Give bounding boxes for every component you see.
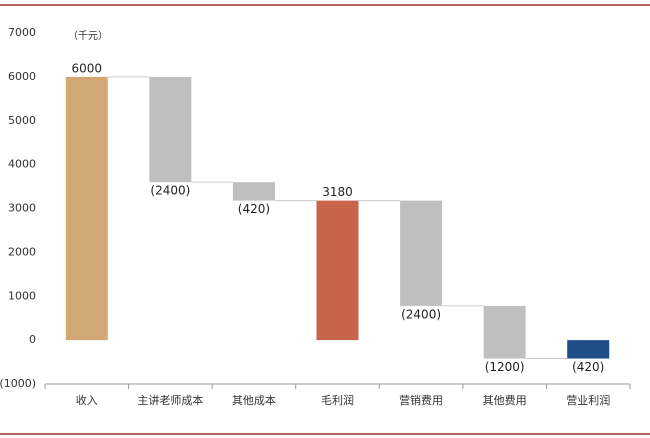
y-tick-label: 2000	[8, 245, 36, 258]
x-tick-label: 其他费用	[483, 394, 527, 407]
y-tick-label: 6000	[8, 70, 36, 83]
bar	[483, 305, 526, 359]
x-tick-label: 收入	[76, 393, 98, 407]
value-label: (1200)	[485, 360, 525, 374]
bar	[232, 182, 275, 201]
bar	[149, 76, 192, 183]
x-tick-label: 毛利润	[321, 393, 354, 407]
y-tick-label: 1000	[8, 289, 36, 302]
bar	[400, 200, 443, 306]
value-label: (420)	[572, 360, 604, 374]
y-tick-label: 0	[29, 333, 36, 346]
x-tick-label: 营销费用	[399, 393, 443, 407]
value-label: (2400)	[401, 307, 441, 321]
y-tick-label: 7000	[8, 26, 36, 39]
bar	[316, 200, 359, 341]
bar	[65, 76, 108, 341]
y-tick-label: 5000	[8, 114, 36, 127]
value-label: (420)	[238, 202, 270, 216]
unit-label: （千元）	[68, 30, 108, 42]
value-label: 3180	[322, 185, 353, 199]
y-tick-label: 3000	[8, 202, 36, 215]
x-tick-label: 主讲老师成本	[137, 393, 203, 407]
value-label: 6000	[72, 61, 103, 75]
value-label: (2400)	[150, 184, 190, 198]
x-tick-label: 营业利润	[566, 393, 610, 407]
y-tick-label: 4000	[8, 158, 36, 171]
y-tick-label: (1000)	[0, 377, 36, 390]
x-tick-label: 其他成本	[232, 393, 276, 407]
bar	[567, 340, 610, 359]
